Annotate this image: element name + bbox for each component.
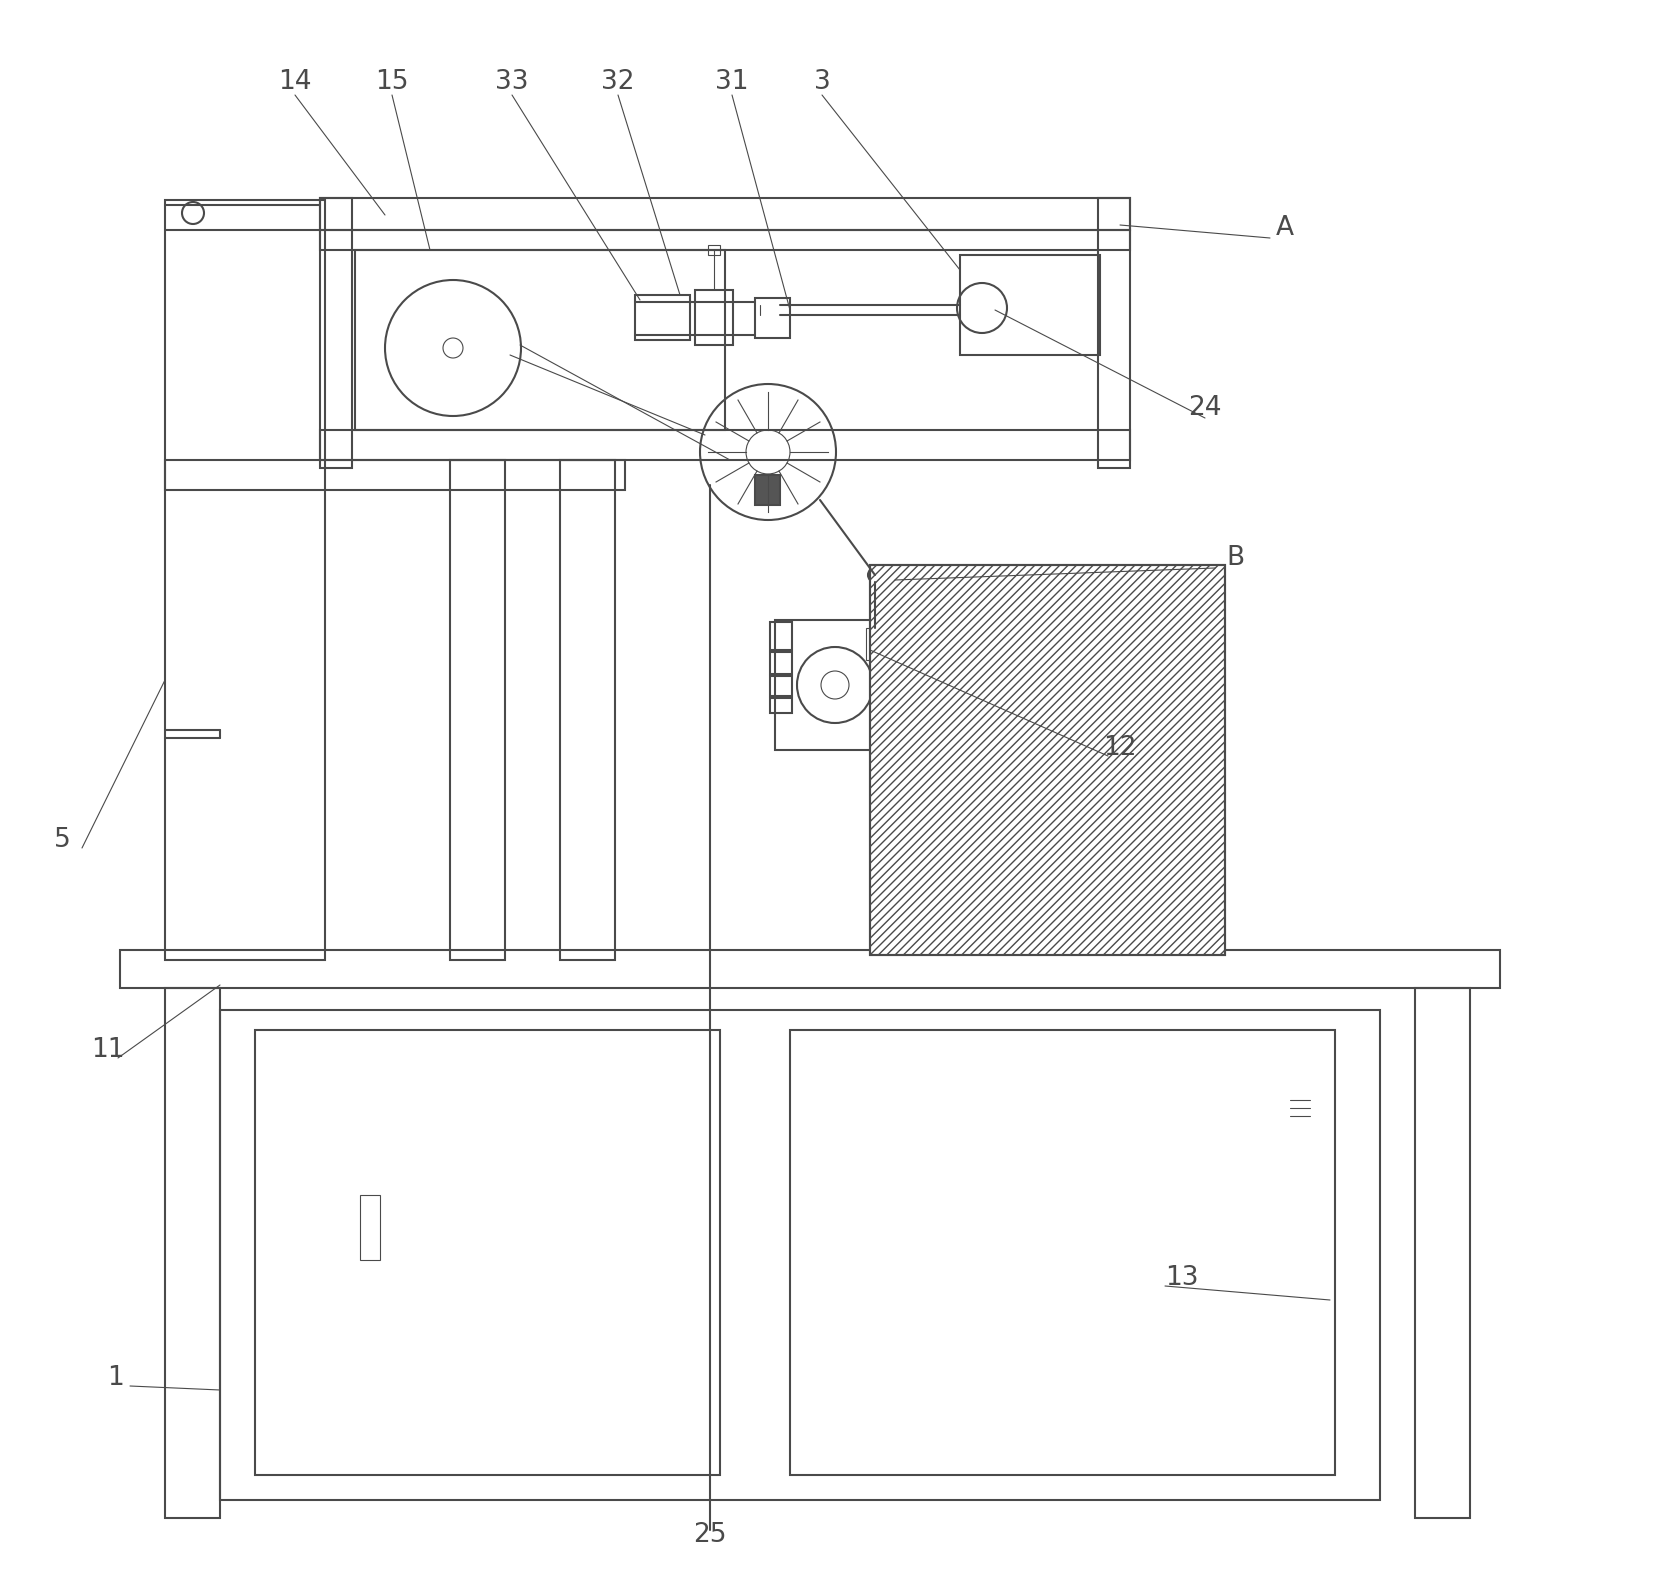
- Bar: [356, 250, 725, 430]
- Bar: [770, 676, 792, 697]
- Text: 31: 31: [715, 69, 748, 96]
- Bar: [870, 564, 1226, 955]
- Bar: [770, 698, 792, 713]
- Bar: [321, 230, 1131, 250]
- Text: 14: 14: [279, 69, 312, 96]
- Text: 5: 5: [53, 827, 70, 853]
- Text: B: B: [1226, 545, 1244, 571]
- Bar: [165, 988, 220, 1517]
- Bar: [708, 245, 720, 255]
- Text: A: A: [1276, 215, 1294, 241]
- Bar: [755, 298, 790, 338]
- Text: 25: 25: [693, 1522, 726, 1548]
- Bar: [770, 622, 792, 650]
- Bar: [775, 620, 895, 751]
- Text: 13: 13: [1166, 1266, 1199, 1291]
- Bar: [559, 461, 615, 960]
- Text: 3: 3: [813, 69, 830, 96]
- Bar: [220, 1011, 1379, 1500]
- Bar: [790, 1030, 1334, 1474]
- Bar: [165, 199, 326, 960]
- Text: 1: 1: [107, 1364, 124, 1392]
- Bar: [321, 198, 352, 469]
- Bar: [361, 1196, 381, 1259]
- Text: 24: 24: [1189, 395, 1222, 421]
- Bar: [120, 950, 1500, 988]
- Text: 12: 12: [1104, 735, 1137, 760]
- Bar: [960, 255, 1101, 355]
- Text: 15: 15: [376, 69, 409, 96]
- Bar: [449, 461, 504, 960]
- Bar: [770, 652, 792, 674]
- Bar: [165, 461, 625, 489]
- Bar: [321, 430, 1131, 461]
- Bar: [1097, 198, 1131, 469]
- Bar: [870, 564, 1226, 955]
- Bar: [867, 628, 883, 660]
- Bar: [635, 295, 690, 340]
- Text: 33: 33: [496, 69, 529, 96]
- Bar: [256, 1030, 720, 1474]
- Text: 11: 11: [92, 1038, 125, 1063]
- Text: 32: 32: [601, 69, 635, 96]
- Bar: [1414, 988, 1470, 1517]
- Bar: [755, 475, 780, 505]
- Bar: [695, 290, 733, 344]
- Bar: [321, 198, 1131, 230]
